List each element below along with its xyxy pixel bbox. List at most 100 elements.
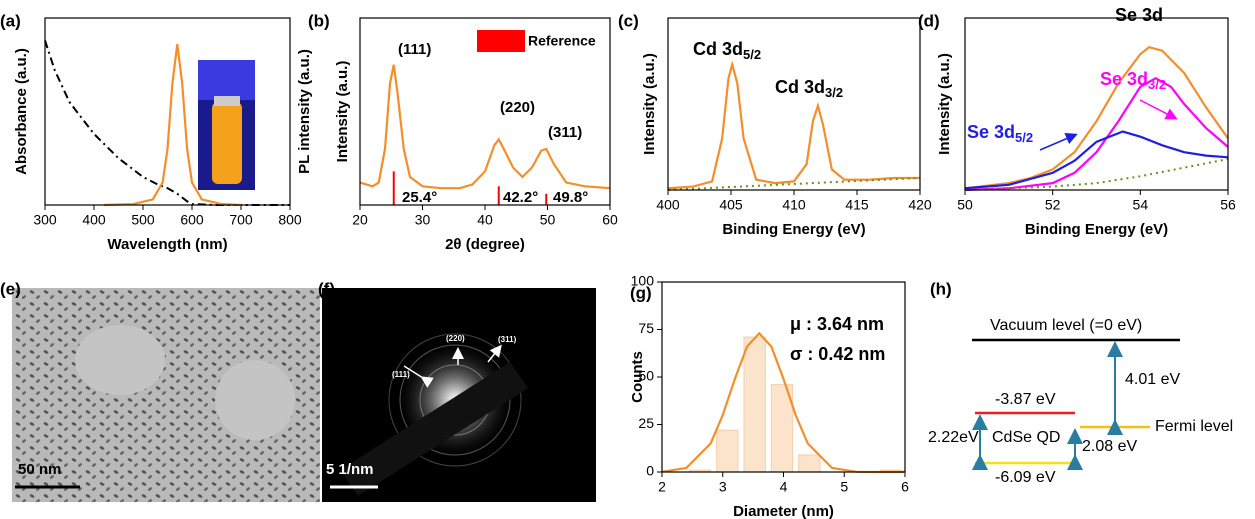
plot-frame bbox=[667, 17, 921, 191]
y-axis-label: Intensity (a.u.) bbox=[936, 53, 953, 155]
annotation-text: Cd 3d bbox=[775, 77, 825, 97]
y-axis-label: Counts bbox=[629, 351, 646, 403]
panel-label: (h) bbox=[930, 279, 952, 298]
plot-frame bbox=[359, 17, 611, 206]
x-axis-label: Binding Energy (eV) bbox=[722, 221, 865, 238]
energy-diagram bbox=[972, 338, 1180, 470]
x-axis-label: Diameter (nm) bbox=[733, 503, 834, 519]
series-line bbox=[964, 76, 1229, 192]
annotation-text: (111) bbox=[398, 41, 431, 58]
bar bbox=[716, 429, 739, 473]
arrow bbox=[403, 365, 434, 388]
x-tick-label: 700 bbox=[229, 212, 253, 228]
x-tick-label: 2 bbox=[658, 479, 666, 495]
annotation-text: 42.2° bbox=[503, 189, 538, 206]
series-line bbox=[964, 46, 1229, 190]
x-tick-label: 400 bbox=[82, 212, 106, 228]
annotation: (311) bbox=[548, 124, 582, 141]
plot-frame bbox=[964, 17, 1229, 191]
diagram-label: 2.08 eV bbox=[1082, 438, 1137, 455]
annotation: Se 3d5/2 bbox=[967, 122, 1033, 146]
series-line bbox=[661, 331, 905, 474]
annotation: Cd 3d5/2 bbox=[693, 39, 761, 63]
annotation: Se 3d3/2 bbox=[1100, 69, 1166, 93]
annotation-text: Se 3d bbox=[1100, 69, 1148, 89]
annotation: Cd 3d3/2 bbox=[775, 77, 843, 101]
diagram-label: -6.09 eV bbox=[995, 469, 1056, 486]
diagram-label: CdSe QD bbox=[992, 429, 1060, 446]
annotation: σ : 0.42 nm bbox=[790, 344, 885, 364]
x-tick-label: 415 bbox=[845, 197, 869, 213]
ring-label: (311) bbox=[498, 335, 517, 344]
annotation-subscript: 5/2 bbox=[1015, 130, 1033, 145]
x-tick-label: 420 bbox=[908, 197, 932, 213]
x-tick-label: 405 bbox=[719, 197, 743, 213]
panel-label: (b) bbox=[308, 11, 330, 30]
annotation-text: μ : 3.64 nm bbox=[790, 314, 884, 334]
y-axis-label: Absorbance (a.u.) bbox=[13, 48, 30, 175]
bar bbox=[743, 336, 766, 473]
beam-stop bbox=[340, 362, 528, 496]
scale-label: 50 nm bbox=[18, 461, 61, 478]
x-tick-label: 50 bbox=[540, 212, 556, 228]
y-axis-label: Intensity (a.u.) bbox=[641, 53, 658, 155]
panel-label: (d) bbox=[918, 11, 940, 30]
x-tick-label: 50 bbox=[957, 197, 973, 213]
diagram-label: 2.22eV bbox=[928, 429, 979, 446]
arrow bbox=[1139, 99, 1178, 120]
x-tick-label: 60 bbox=[602, 212, 618, 228]
panel-label: (e) bbox=[0, 279, 21, 298]
series-line bbox=[44, 40, 290, 206]
x-axis-label: 2θ (degree) bbox=[445, 236, 525, 253]
legend-swatch bbox=[477, 30, 525, 52]
series-line bbox=[359, 64, 611, 190]
annotation: μ : 3.64 nm bbox=[790, 314, 884, 334]
y2-axis-label: PL intensity (a.u.) bbox=[296, 49, 313, 174]
x-axis-label: Binding Energy (eV) bbox=[1025, 221, 1168, 238]
panel-label: (a) bbox=[0, 11, 21, 30]
series-line bbox=[964, 158, 1229, 191]
panel-label: (c) bbox=[618, 11, 639, 30]
ring bbox=[388, 333, 522, 467]
annotation-text: Se 3d bbox=[967, 122, 1015, 142]
series-line bbox=[667, 176, 921, 191]
x-tick-label: 500 bbox=[131, 212, 155, 228]
bar bbox=[798, 454, 821, 473]
tem-region bbox=[215, 360, 295, 440]
x-tick-label: 600 bbox=[180, 212, 204, 228]
x-tick-label: 54 bbox=[1133, 197, 1149, 213]
annotation-text: Cd 3d bbox=[693, 39, 743, 59]
x-tick-label: 3 bbox=[719, 479, 727, 495]
y-tick-label: 25 bbox=[638, 415, 654, 431]
tem-region bbox=[75, 325, 165, 395]
y-axis-label: Intensity (a.u.) bbox=[334, 61, 351, 163]
ring-label: (220) bbox=[446, 334, 465, 343]
inset-photo bbox=[198, 60, 255, 190]
ring bbox=[399, 344, 511, 456]
x-tick-label: 400 bbox=[656, 197, 680, 213]
x-tick-label: 20 bbox=[352, 212, 368, 228]
diagram-label: -3.87 eV bbox=[995, 391, 1056, 408]
annotation-subscript: 5/2 bbox=[743, 47, 761, 62]
plot-frame bbox=[661, 281, 906, 473]
annotation-text: 25.4° bbox=[402, 189, 437, 206]
annotation: 25.4° bbox=[402, 189, 437, 206]
x-tick-label: 300 bbox=[33, 212, 57, 228]
annotation-subscript: 3/2 bbox=[1148, 77, 1166, 92]
arrow bbox=[487, 344, 502, 363]
y-tick-label: 0 bbox=[646, 463, 654, 479]
series-line bbox=[964, 130, 1229, 190]
annotation-text: σ : 0.42 nm bbox=[790, 344, 885, 364]
x-tick-label: 56 bbox=[1220, 197, 1236, 213]
x-tick-label: 30 bbox=[415, 212, 431, 228]
series-line bbox=[667, 60, 920, 190]
annotation-text: (220) bbox=[500, 99, 535, 116]
annotation: 49.8° bbox=[553, 189, 588, 206]
annotation-text: 49.8° bbox=[553, 189, 588, 206]
annotation-subscript: 3/2 bbox=[825, 85, 843, 100]
arrow bbox=[1039, 133, 1078, 151]
series-line bbox=[103, 44, 242, 207]
scale-label: 5 1/nm bbox=[326, 461, 374, 478]
annotation: Se 3d bbox=[1115, 5, 1163, 25]
